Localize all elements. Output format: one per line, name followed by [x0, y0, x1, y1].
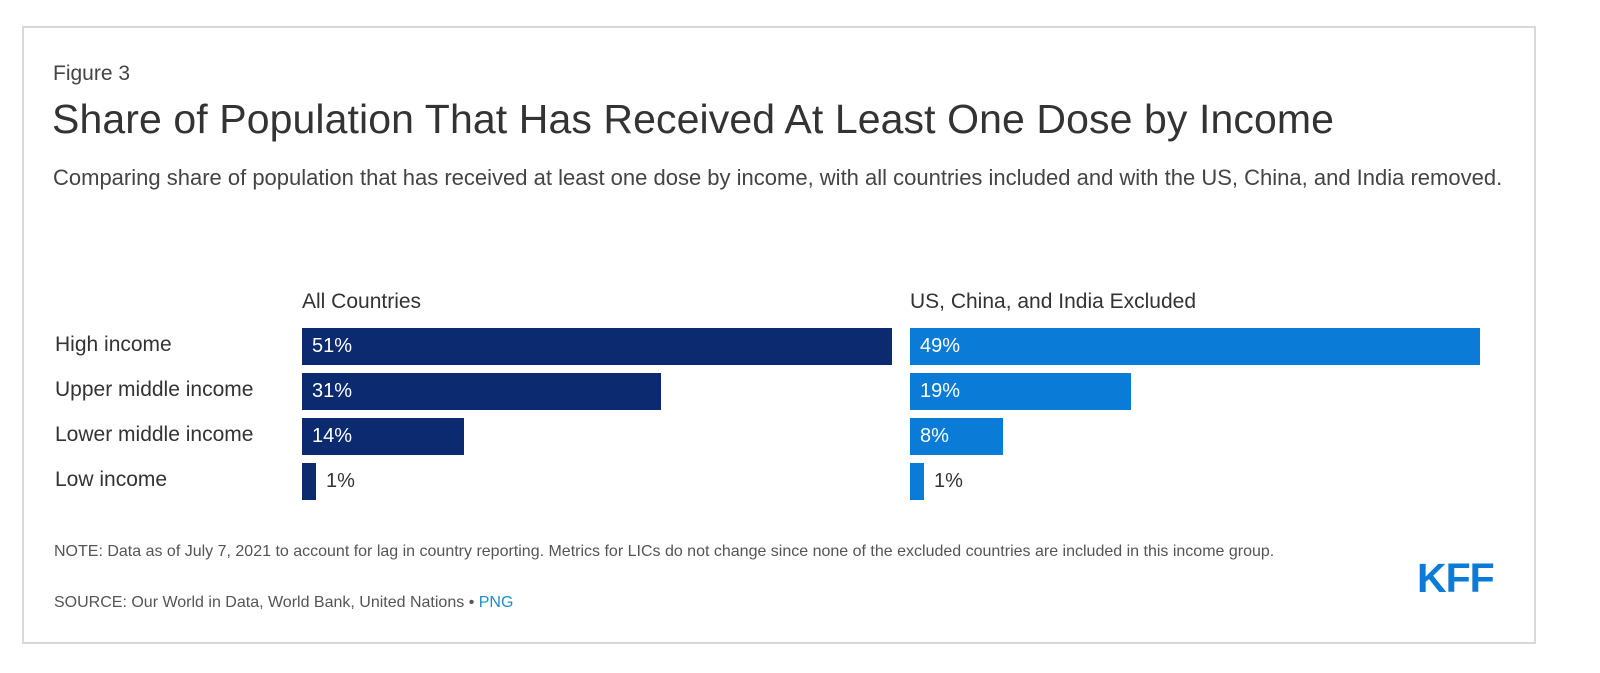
data-label-all-countries: 51%	[312, 335, 353, 357]
source-separator: •	[468, 594, 475, 611]
category-label: Upper middle income	[55, 378, 254, 401]
source-text: SOURCE: Our World in Data, World Bank, U…	[54, 594, 465, 611]
data-label-excluded: 1%	[934, 470, 963, 492]
bar-excluded	[910, 328, 1480, 365]
category-label: Low income	[55, 468, 168, 491]
figure-label: Figure 3	[53, 62, 131, 85]
data-label-all-countries: 31%	[312, 380, 353, 402]
category-label: High income	[55, 333, 172, 356]
panel-header-excluded: US, China, and India Excluded	[910, 290, 1197, 313]
bar-all-countries	[302, 418, 464, 455]
data-label-all-countries: 1%	[326, 470, 355, 492]
bar-excluded	[910, 373, 1132, 410]
bar-excluded	[910, 418, 1004, 455]
bar-excluded	[910, 463, 924, 500]
chart-source: SOURCE: Our World in Data, World Bank, U…	[54, 594, 513, 612]
bar-all-countries	[302, 328, 892, 365]
kff-logo: KFF	[1417, 555, 1495, 601]
chart-note: NOTE: Data as of July 7, 2021 to account…	[54, 543, 1275, 560]
chart-subtitle: Comparing share of population that has r…	[53, 165, 1503, 190]
data-label-all-countries: 14%	[312, 425, 353, 447]
data-label-excluded: 19%	[920, 380, 961, 402]
panel-header-all-countries: All Countries	[302, 290, 422, 313]
bar-all-countries	[302, 373, 661, 410]
category-label: Lower middle income	[55, 423, 254, 446]
bar-all-countries	[302, 463, 316, 500]
data-label-excluded: 49%	[920, 335, 961, 357]
png-download-link[interactable]: PNG	[478, 594, 514, 611]
figure-card: Figure 3 Share of Population That Has Re…	[22, 26, 1536, 644]
chart-title: Share of Population That Has Received At…	[52, 96, 1335, 142]
data-label-excluded: 8%	[920, 425, 949, 447]
